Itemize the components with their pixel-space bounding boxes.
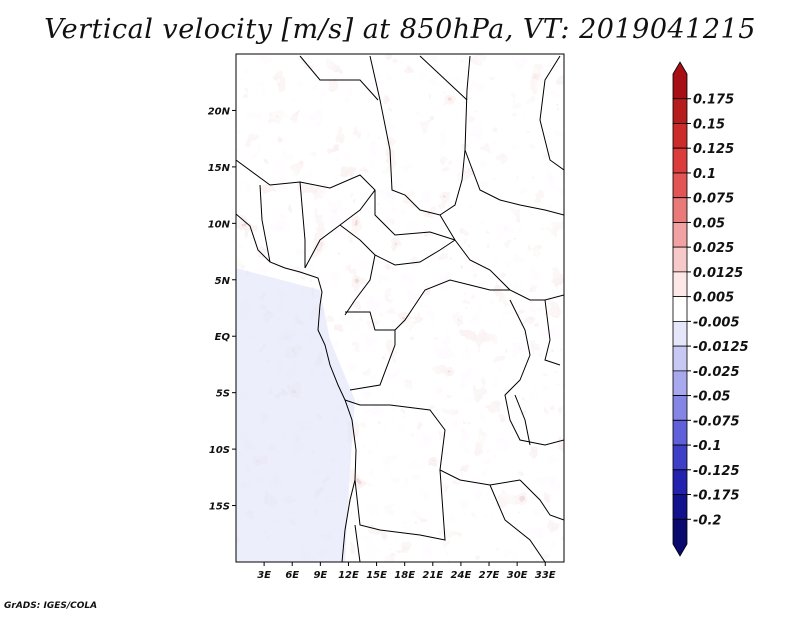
map-frame bbox=[235, 53, 565, 563]
latitude-axis: 20N 15N 10N 5N EQ 5S 10S 15S bbox=[208, 106, 236, 513]
colorbar-swatch bbox=[672, 246, 688, 273]
colorbar-label: -0.05 bbox=[693, 390, 730, 405]
colorbar-swatch bbox=[672, 419, 688, 446]
lon-tick-label: 30E bbox=[507, 570, 528, 581]
colorbar-label: -0.2 bbox=[693, 513, 721, 528]
colorbar-swatch bbox=[672, 494, 688, 520]
lon-tick-label: 6E bbox=[285, 570, 299, 581]
colorbar-swatch bbox=[672, 469, 688, 495]
colorbar-swatch bbox=[672, 123, 688, 149]
lat-tick-label: 10S bbox=[209, 445, 230, 456]
colorbar-label: -0.025 bbox=[693, 365, 740, 380]
colorbar-label: 0.175 bbox=[693, 93, 734, 108]
lon-tick-label: 15E bbox=[366, 570, 387, 581]
lat-tick-label: 20N bbox=[208, 106, 231, 117]
colorbar-label: 0.075 bbox=[693, 192, 734, 207]
lat-tick-label: EQ bbox=[215, 332, 231, 343]
colorbar-label: -0.1 bbox=[693, 439, 721, 454]
colorbar-label: 0.15 bbox=[693, 117, 725, 132]
longitude-axis: 3E 6E 9E 12E 15E 18E 21E 24E 27E 30E 33E bbox=[257, 562, 556, 581]
lon-tick-label: 24E bbox=[451, 570, 472, 581]
colorbar-label: -0.175 bbox=[693, 489, 740, 504]
colorbar-swatch bbox=[672, 271, 688, 298]
lon-tick-label: 3E bbox=[257, 570, 271, 581]
colorbar-swatch bbox=[672, 98, 688, 124]
colorbar-swatch bbox=[672, 345, 688, 372]
lat-tick-label: 5S bbox=[216, 389, 230, 400]
lat-tick-label: 15N bbox=[208, 163, 231, 174]
chart-title: Vertical velocity [m/s] at 850hPa, VT: 2… bbox=[44, 14, 756, 45]
colorbar-label: -0.005 bbox=[693, 315, 740, 330]
lon-tick-label: 9E bbox=[313, 570, 327, 581]
colorbar-label: 0.05 bbox=[693, 216, 725, 231]
colorbar-label: 0.025 bbox=[693, 241, 734, 256]
lon-tick-label: 18E bbox=[394, 570, 415, 581]
lat-tick-label: 10N bbox=[208, 219, 231, 230]
colorbar-label: 0.1 bbox=[693, 167, 716, 182]
colorbar-swatch bbox=[672, 172, 688, 199]
country-borders bbox=[236, 55, 564, 562]
colorbar-swatch bbox=[672, 222, 688, 248]
colorbar-label: 0.0125 bbox=[693, 266, 743, 281]
colorbar-swatch bbox=[672, 197, 688, 223]
colorbar: 0.175 0.15 0.125 0.1 0.075 0.05 0.025 0.0125 0.0… bbox=[672, 61, 749, 557]
colorbar-label: 0.125 bbox=[693, 142, 734, 157]
lon-tick-label: 27E bbox=[479, 570, 500, 581]
colorbar-label: -0.0125 bbox=[693, 340, 749, 355]
colorbar-swatch bbox=[672, 296, 688, 322]
colorbar-label: 0.005 bbox=[693, 291, 734, 306]
lon-tick-label: 12E bbox=[338, 570, 359, 581]
colorbar-swatch bbox=[672, 320, 688, 347]
lon-tick-label: 21E bbox=[422, 570, 443, 581]
lat-tick-label: 5N bbox=[215, 276, 231, 287]
colorbar-swatch bbox=[672, 518, 688, 557]
colorbar-swatch bbox=[672, 444, 688, 471]
colorbar-swatch bbox=[672, 370, 688, 396]
credit-text: GrADS: IGES/COLA bbox=[4, 601, 98, 611]
velocity-field bbox=[236, 54, 564, 562]
lat-tick-label: 15S bbox=[209, 502, 230, 513]
colorbar-swatch bbox=[672, 395, 688, 421]
colorbar-label: -0.075 bbox=[693, 414, 740, 429]
lon-tick-label: 33E bbox=[535, 570, 556, 581]
colorbar-swatch bbox=[672, 61, 688, 100]
colorbar-label: -0.125 bbox=[693, 464, 740, 479]
colorbar-swatch bbox=[672, 147, 688, 174]
